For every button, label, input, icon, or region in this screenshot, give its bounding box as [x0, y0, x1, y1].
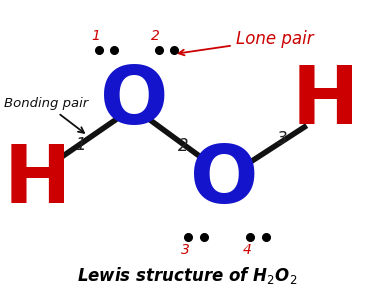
Text: 3: 3	[277, 130, 288, 148]
Text: Lone pair: Lone pair	[179, 30, 313, 55]
Text: 1: 1	[91, 29, 100, 44]
Text: 1: 1	[75, 135, 86, 154]
Text: H: H	[4, 142, 71, 220]
Text: 4: 4	[242, 243, 251, 257]
Text: Lewis structure of H$_2$O$_2$: Lewis structure of H$_2$O$_2$	[77, 265, 297, 286]
Text: 2: 2	[178, 137, 188, 155]
Text: O: O	[190, 142, 258, 220]
Text: 2: 2	[151, 29, 160, 44]
Text: H: H	[292, 63, 359, 141]
Text: 3: 3	[181, 243, 190, 257]
Text: Bonding pair: Bonding pair	[4, 97, 88, 133]
Text: O: O	[101, 63, 169, 141]
